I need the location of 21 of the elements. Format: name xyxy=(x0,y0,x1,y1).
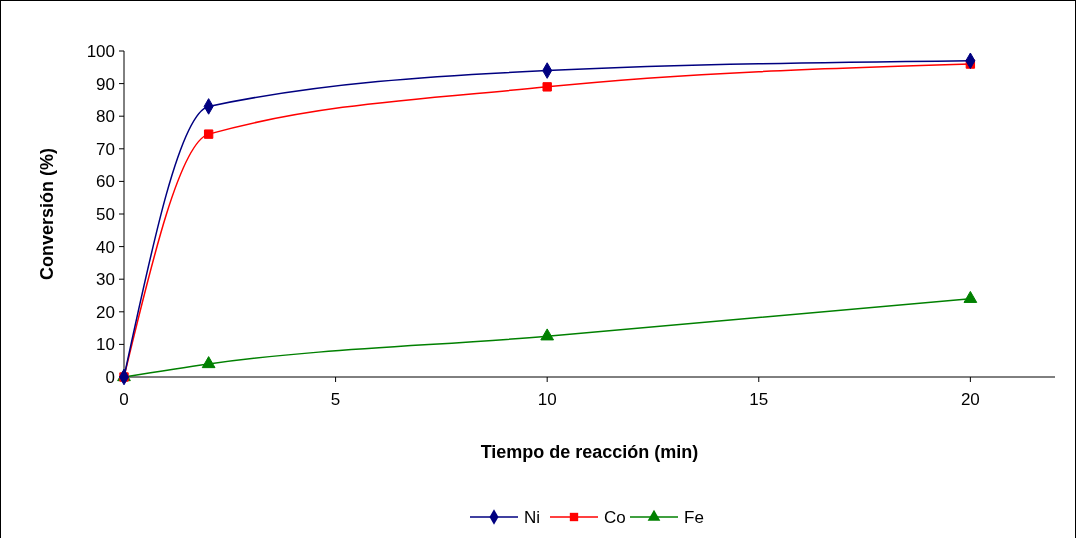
x-tick-label: 20 xyxy=(960,390,980,409)
y-tick-label: 100 xyxy=(86,41,115,61)
legend-label: Fe xyxy=(684,507,704,527)
x-tick-label: 0 xyxy=(119,390,129,409)
y-tick-label: 30 xyxy=(96,270,115,290)
y-tick-label: 20 xyxy=(96,302,115,322)
y-axis-title: Conversión (%) xyxy=(37,147,57,281)
x-axis-title: Tiempo de reacción (min) xyxy=(480,442,699,462)
y-tick-label: 40 xyxy=(96,237,115,257)
legend-label: Ni xyxy=(524,507,541,527)
y-tick-label: 10 xyxy=(96,335,115,355)
y-tick-label: 50 xyxy=(96,204,115,224)
x-tick-label: 10 xyxy=(537,390,557,409)
x-tick-label: 5 xyxy=(330,390,341,409)
y-tick-label: 70 xyxy=(96,139,115,159)
y-tick-label: 80 xyxy=(96,107,115,127)
y-tick-label: 60 xyxy=(96,172,115,192)
x-tick-label: 15 xyxy=(749,390,769,409)
y-tick-label: 0 xyxy=(105,367,115,387)
y-tick-label: 90 xyxy=(96,74,115,94)
legend-label: Co xyxy=(604,507,626,527)
